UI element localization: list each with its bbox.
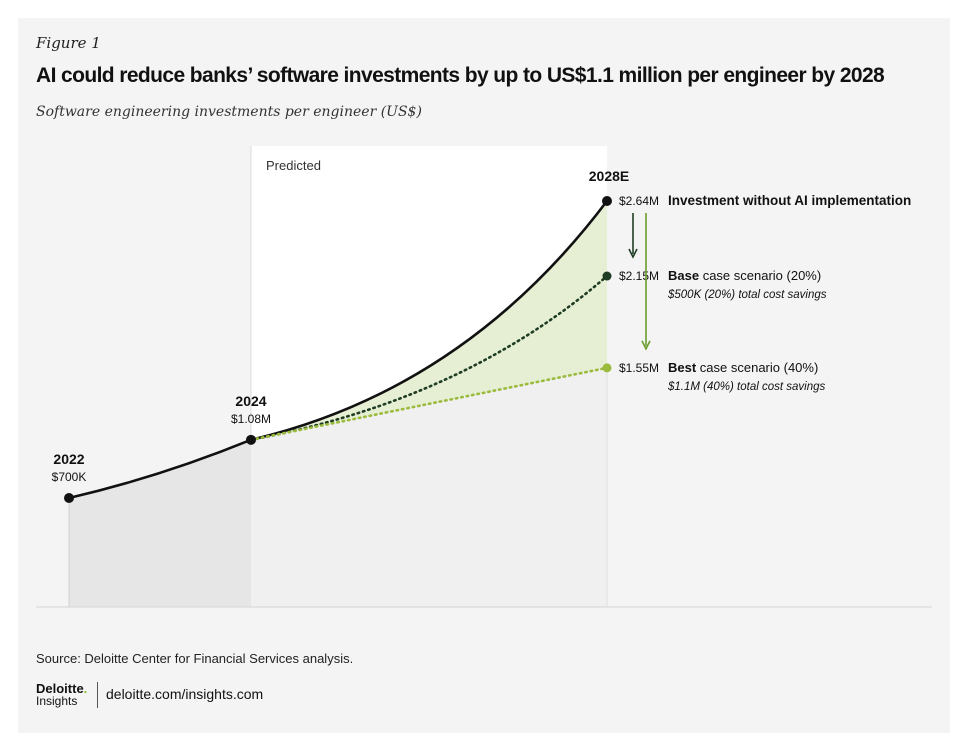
series-label-best-rest: case scenario (40%) <box>696 360 818 375</box>
series-line-base <box>249 274 609 442</box>
logo-insights: Insights <box>36 694 78 708</box>
series-label-best: Best case scenario (40%) <box>668 360 818 375</box>
series-line-without-ai <box>250 200 609 442</box>
series-label-base-rest: case scenario (20%) <box>699 268 821 283</box>
logo-divider <box>97 682 98 708</box>
source-note: Source: Deloitte Center for Financial Se… <box>36 651 354 666</box>
series-line-best <box>249 366 609 442</box>
value-label-base: $2.15M <box>619 269 659 283</box>
point-2028-without-ai <box>602 196 612 206</box>
series-label-without-ai: Investment without AI implementation <box>668 193 911 208</box>
value-label-best: $1.55M <box>619 361 659 375</box>
savings-band <box>251 201 607 440</box>
point-2024 <box>246 434 256 445</box>
value-label-without-ai: $2.64M <box>619 194 659 208</box>
chart-title: AI could reduce banks’ software investme… <box>36 64 885 87</box>
value-label-2024: $1.08M <box>231 412 271 426</box>
arrow-best-head <box>641 340 651 351</box>
deloitte-logo: Deloitte. Insights <box>36 682 96 708</box>
logo-dot: . <box>83 681 88 696</box>
historic-line <box>68 438 252 500</box>
series-label-base-bold: Base <box>668 268 699 283</box>
value-label-2022: $700K <box>52 470 87 484</box>
predicted-label: Predicted <box>266 158 321 173</box>
series-label-best-bold: Best <box>668 360 697 375</box>
year-label-2028: 2028E <box>589 168 629 184</box>
series-note-best: $1.1M (40%) total cost savings <box>667 381 825 393</box>
point-2022 <box>64 493 74 503</box>
predicted-area <box>251 367 607 607</box>
logo-word: Deloitte <box>36 681 84 696</box>
historic-area <box>69 439 251 607</box>
site-link[interactable]: deloitte.com/insights.com <box>106 686 264 702</box>
year-label-2022: 2022 <box>53 451 84 467</box>
figure-label: Figure 1 <box>36 34 101 52</box>
year-label-2024: 2024 <box>235 393 266 409</box>
series-note-base: $500K (20%) total cost savings <box>667 289 827 301</box>
chart-subtitle: Software engineering investments per eng… <box>36 104 422 120</box>
arrow-base-head <box>628 248 638 259</box>
point-2028-best <box>602 363 612 373</box>
series-label-base: Base case scenario (20%) <box>668 268 821 283</box>
point-2028-base <box>602 271 612 281</box>
